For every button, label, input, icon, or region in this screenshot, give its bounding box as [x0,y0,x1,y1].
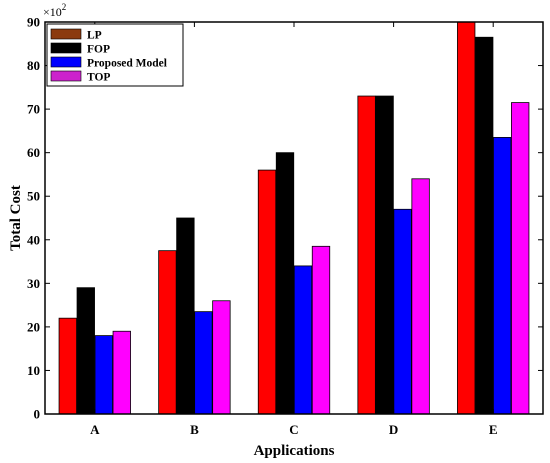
bar-proposed-model-b [194,311,213,415]
bar-fop-a [76,287,95,415]
y-tick-label: 80 [27,58,40,73]
y-axis-title: Total Cost [8,185,24,251]
x-axis-title: Applications [254,443,335,459]
x-tick-label: D [389,422,398,437]
y-tick-label: 60 [27,145,40,160]
legend-swatch-fop [50,42,82,54]
y-tick-label: 10 [27,363,40,378]
y-tick-label: 40 [27,232,40,247]
y-tick-label: 70 [27,102,40,117]
x-tick-label: E [489,422,498,437]
x-tick-label: B [190,422,199,437]
bar-proposed-model-e [493,137,512,415]
bar-lp-e [457,21,476,415]
x-tick-label: C [289,422,298,437]
y-axis-multiplier: ×102 [43,2,66,19]
y-tick-label: 0 [34,407,41,422]
legend-swatch-lp [50,28,82,40]
y-tick-label: 50 [27,189,40,204]
bar-lp-d [357,95,376,415]
bar-proposed-model-a [94,335,113,415]
x-tick-label: A [90,422,100,437]
bar-fop-b [176,217,195,415]
bar-lp-b [158,250,177,415]
bar-lp-c [257,169,277,415]
bar-top-d [411,178,430,415]
bar-fop-d [375,95,394,415]
bar-top-a [112,330,131,415]
legend-label-top: TOP [87,72,110,84]
legend-label-fop: FOP [87,44,110,56]
bar-top-e [511,102,530,415]
legend-label-lp: LP [87,30,102,42]
legend-swatch-top [50,70,82,82]
x-axis: A B C D E [90,22,498,437]
bar-lp-a [58,317,77,415]
legend: LP FOP Proposed Model TOP [46,23,184,87]
y-tick-label: 30 [27,276,40,291]
bar-proposed-model-d [393,208,412,415]
y-axis: 0 10 20 30 40 50 60 70 80 90 [27,15,543,422]
legend-label-proposed-model: Proposed Model [87,58,167,70]
bar-fop-c [275,152,295,415]
legend-swatch-proposed-model [50,56,82,68]
y-tick-label: 20 [27,319,40,334]
y-tick-label: 90 [27,15,40,30]
bar-proposed-model-c [293,265,313,415]
bar-top-c [311,245,331,415]
bar-top-b [212,300,231,415]
bar-fop-e [475,36,494,415]
